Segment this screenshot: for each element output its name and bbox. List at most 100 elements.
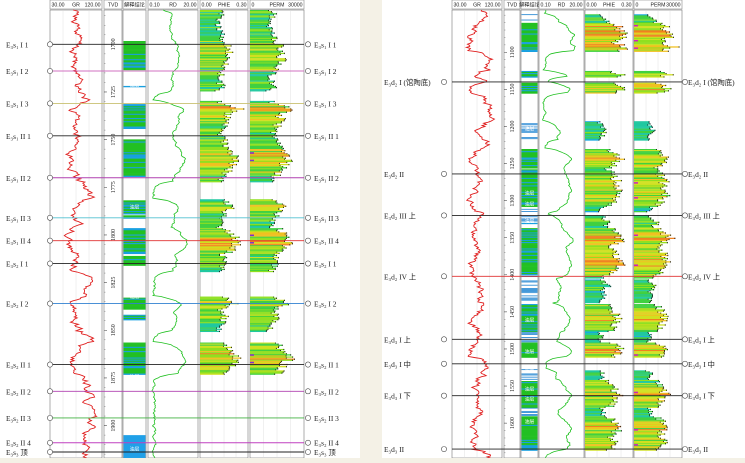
fill-segment — [250, 253, 275, 256]
fill-segment — [250, 134, 276, 136]
fill-edge — [277, 306, 279, 308]
fill-segment — [200, 265, 220, 267]
fill-segment — [250, 112, 281, 114]
fill-segment — [634, 159, 665, 161]
fill-edge — [663, 177, 665, 180]
fill-edge — [271, 136, 273, 138]
lith-label: 油层 — [130, 415, 140, 422]
fill-edge — [268, 24, 269, 27]
lith-band — [521, 72, 538, 74]
fill-segment — [200, 38, 223, 41]
fill-segment — [250, 63, 282, 65]
fill-edge — [624, 44, 626, 46]
fill-edge — [284, 238, 286, 241]
fill-segment — [585, 333, 599, 336]
lith-band — [521, 383, 538, 385]
lith-band — [521, 420, 538, 422]
fill-segment — [634, 28, 661, 30]
fill-edge — [216, 18, 218, 20]
fill-segment — [250, 207, 280, 210]
fill-edge — [601, 410, 602, 413]
fill-segment — [634, 34, 671, 36]
fill-edge — [610, 389, 612, 391]
zone-marker-left — [441, 360, 447, 367]
fill-edge — [225, 321, 227, 323]
fill-edge — [610, 172, 612, 174]
fill-segment — [200, 369, 230, 371]
fill-edge — [611, 202, 612, 204]
fill-segment — [200, 59, 228, 61]
fill-edge — [670, 261, 671, 263]
fill-edge — [608, 246, 610, 248]
fill-segment — [585, 335, 604, 337]
fill-edge — [603, 168, 605, 170]
fill-segment — [585, 225, 609, 228]
fill-edge — [608, 379, 609, 382]
fill-edge — [231, 362, 233, 365]
fill-segment — [585, 268, 616, 271]
fill-edge — [611, 323, 613, 325]
fill-segment — [585, 309, 610, 311]
fill-segment — [200, 312, 222, 314]
lith-band — [521, 150, 538, 152]
fill-segment — [634, 410, 653, 413]
fill-edge — [664, 190, 666, 192]
fill-segment — [200, 24, 217, 27]
fill-segment — [200, 314, 226, 316]
fill-segment — [634, 337, 652, 339]
zone-marker-left — [47, 68, 53, 74]
perm-header: 0 PERM 30000 — [633, 0, 683, 10]
fill-segment — [585, 154, 620, 156]
fill-edge — [279, 362, 280, 365]
fill-segment — [585, 196, 620, 198]
fill-segment — [585, 419, 615, 421]
fill-edge — [288, 106, 290, 108]
lith-band — [123, 111, 146, 113]
fill-edge — [664, 400, 665, 402]
fill-edge — [602, 125, 604, 127]
lith-band — [521, 308, 538, 310]
fill-edge — [655, 19, 657, 21]
fill-segment — [585, 258, 620, 260]
fill-segment — [250, 306, 279, 308]
fill-segment — [200, 41, 223, 43]
fill-segment — [200, 310, 221, 312]
fill-edge — [222, 221, 224, 223]
fill-edge — [236, 157, 238, 159]
fill-segment — [250, 131, 272, 134]
fill-segment — [250, 132, 276, 135]
fill-edge — [282, 228, 284, 230]
lith-band — [123, 62, 146, 64]
fill-edge — [280, 171, 282, 173]
fill-segment — [200, 89, 220, 91]
fill-edge — [225, 209, 226, 212]
fill-edge — [652, 21, 654, 24]
zone-label-left: E₃s₃ 顶 — [6, 448, 28, 457]
fill-segment — [200, 266, 225, 268]
fill-segment — [585, 417, 607, 419]
fill-edge — [603, 127, 605, 129]
fill-edge — [227, 148, 229, 151]
fill-segment — [200, 203, 226, 205]
fill-segment — [585, 217, 604, 219]
fill-edge — [661, 193, 663, 196]
fill-segment — [200, 52, 226, 55]
lith-band — [123, 305, 146, 307]
fill-segment — [250, 354, 292, 356]
zone-marker-right — [305, 100, 311, 107]
fill-segment — [634, 33, 674, 35]
fill-segment — [634, 215, 649, 217]
fill-edge — [223, 123, 225, 125]
fill-segment — [585, 244, 612, 246]
fill-edge — [221, 181, 222, 183]
fill-segment — [200, 177, 224, 180]
fill-edge — [273, 41, 275, 43]
lith-band — [521, 70, 538, 73]
fill-segment — [634, 249, 663, 251]
fill-edge — [615, 187, 617, 189]
fill-segment — [585, 444, 616, 446]
fill-edge — [222, 177, 224, 180]
fill-edge — [273, 258, 275, 260]
fill-segment — [585, 184, 616, 186]
fill-edge — [227, 370, 229, 372]
